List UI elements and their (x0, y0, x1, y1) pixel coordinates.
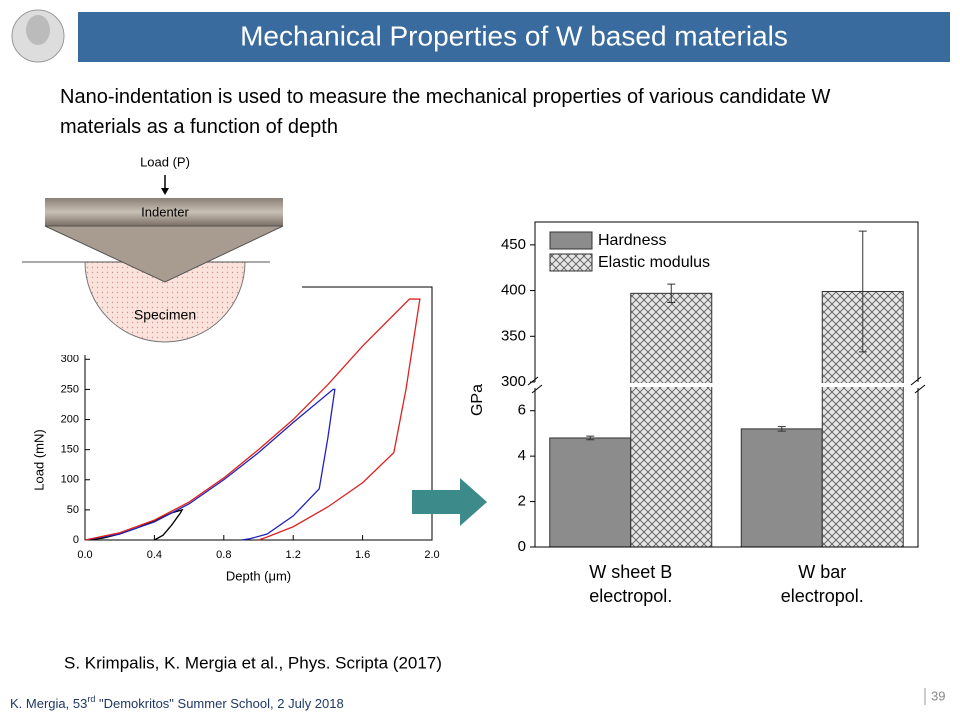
x-tick-label: 1.2 (286, 549, 301, 561)
bar (549, 437, 632, 548)
footer-text: "Demokritos" Summer School, 2 July 2018 (95, 696, 343, 711)
y-tick-label: 6 (518, 402, 526, 419)
line-chart: 0.0 0.4 0.8 1.2 1.6 2.0 0 50 100 150 200 250 300 Dept… (31, 286, 440, 583)
load-label: Load (P) (140, 154, 190, 169)
arrow (412, 478, 487, 526)
specimen-label: Specimen (134, 307, 196, 323)
page-number: 39 (931, 688, 945, 703)
x-tick-label: W bar electropol. (780, 562, 864, 606)
bar (630, 292, 713, 548)
error-bar (586, 435, 595, 441)
title-bar (78, 12, 950, 62)
y-tick-label: 450 (501, 236, 526, 253)
error-bar (858, 230, 867, 353)
y-tick-label: 150 (61, 444, 79, 456)
y-tick-label: 300 (501, 373, 526, 390)
slide-title: Mechanical Properties of W based materia… (240, 20, 788, 51)
error-bar (777, 426, 786, 432)
x-tick-label: 2.0 (424, 549, 439, 561)
y-axis-label: Load (mN) (31, 429, 46, 490)
reference: S. Krimpalis, K. Mergia et al., Phys. Sc… (64, 653, 442, 672)
y-tick-label: 200 (61, 413, 79, 425)
x-tick-label: 0.0 (77, 549, 92, 561)
error-bar (667, 283, 676, 303)
y-tick-label: 0 (518, 538, 526, 555)
indentation-diagram: Load (P) Indenter Specimen (22, 150, 302, 355)
logo (11, 9, 65, 63)
y-tick-label: 4 (518, 447, 526, 464)
footer-sup: rd (87, 694, 95, 704)
intro-text: Nano-indentation is used to measure the … (60, 86, 831, 138)
bar-chart: 0 2 4 6 300 350 400 450 GPa Hardness Elastic modul… (469, 221, 926, 555)
x-tick-label: 1.6 (355, 549, 370, 561)
break-mark (910, 376, 926, 394)
break-mark (527, 376, 543, 394)
legend-label: Elastic modulus (598, 254, 710, 271)
load-curve (84, 298, 421, 541)
x-tick-label: 0.4 (147, 549, 162, 561)
indenter-label: Indenter (141, 204, 189, 219)
footer: K. Mergia, 53rd "Demokritos" Summer Scho… (10, 694, 344, 711)
footer-text: K. Mergia, 53 (10, 696, 87, 711)
x-axis-label: Depth (μm) (226, 568, 291, 583)
legend-swatch (549, 253, 593, 272)
x-tick-label: 0.8 (216, 549, 231, 561)
y-tick-label: 250 (61, 383, 79, 395)
y-axis-label: GPa (469, 384, 486, 416)
load-curve (84, 388, 336, 541)
y-tick-label: 100 (61, 474, 79, 486)
y-tick-label: 400 (501, 282, 526, 299)
legend-swatch (549, 231, 593, 250)
axis-break (527, 383, 926, 387)
bar (740, 428, 823, 548)
y-tick-label: 2 (518, 493, 526, 510)
y-tick-label: 350 (501, 327, 526, 344)
legend-label: Hardness (598, 232, 666, 249)
x-tick-label: W sheet B electropol. (589, 562, 673, 606)
y-tick-label: 50 (67, 504, 79, 516)
y-tick-label: 0 (73, 534, 79, 546)
plot-frame (534, 221, 919, 548)
y-tick-label: 300 (61, 353, 79, 365)
